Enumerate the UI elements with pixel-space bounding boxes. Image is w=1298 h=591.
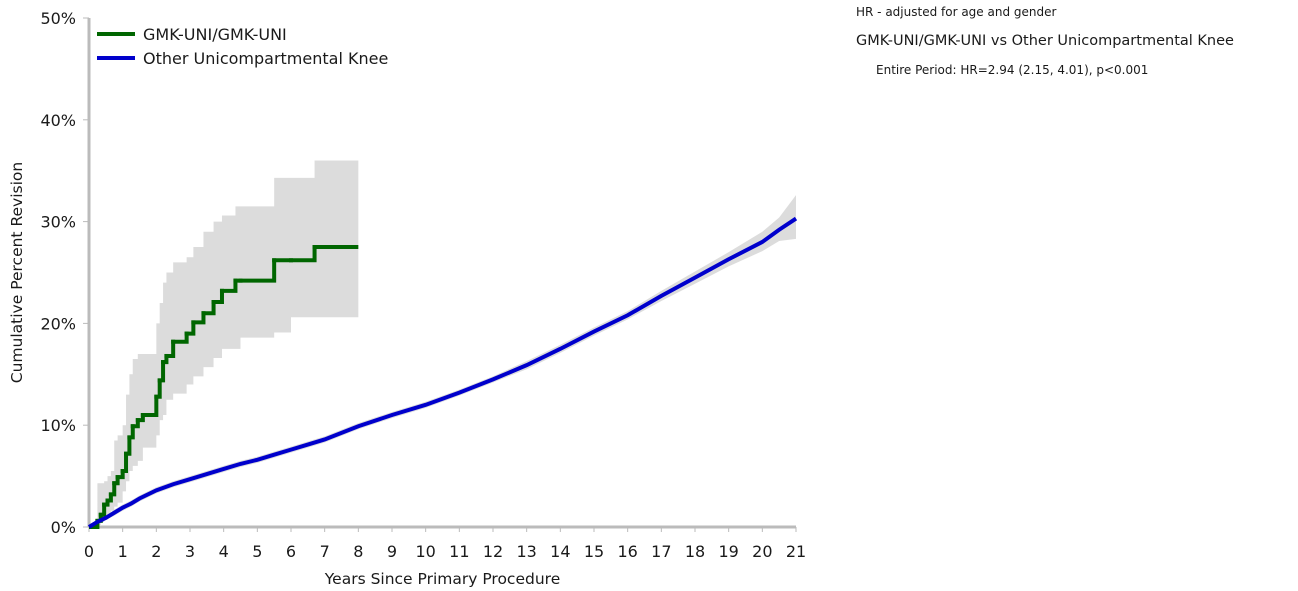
hr-panel: HR - adjusted for age and gender GMK-UNI… [856,0,1298,100]
ci-band-0 [89,160,359,527]
x-tick-label: 18 [685,542,705,561]
x-tick-label: 15 [584,542,604,561]
hr-comparison: GMK-UNI/GMK-UNI vs Other Unicompartmenta… [856,33,1234,49]
series-point-0 [135,418,140,423]
hr-period-entire: Entire Period: HR=2.94 (2.15, 4.01), p<0… [876,63,1149,77]
series-point-0 [102,502,107,507]
series-point-0 [238,278,243,283]
x-tick-label: 20 [752,542,772,561]
series-point-0 [108,492,113,497]
series-point-0 [191,320,196,325]
series-point-0 [164,353,169,358]
series-point-0 [201,311,206,316]
hr-note: HR - adjusted for age and gender [856,5,1057,19]
x-tick-label: 10 [415,542,435,561]
series-point-0 [312,245,317,250]
series-point-0 [211,300,216,305]
x-tick-label: 17 [651,542,671,561]
series-point-0 [233,278,238,283]
series-point-0 [171,339,176,344]
x-tick-label: 13 [516,542,536,561]
series-point-0 [124,451,129,456]
series-point-0 [219,288,224,293]
series-point-0 [127,435,132,440]
x-tick-label: 9 [387,542,397,561]
x-tick-label: 8 [353,542,363,561]
series-point-0 [112,481,117,486]
series-point-0 [161,360,166,365]
x-tick-label: 1 [118,542,128,561]
y-tick-label: 30% [40,213,76,232]
x-tick-label: 2 [151,542,161,561]
x-tick-label: 12 [483,542,503,561]
series-point-0 [130,424,135,429]
series-point-0 [289,258,293,263]
series-line-1 [87,216,798,529]
x-tick-label: 14 [550,542,570,561]
y-tick-label: 20% [40,314,76,333]
series-point-0 [115,475,120,480]
x-tick-label: 21 [786,542,806,561]
series-point-0 [157,378,162,383]
x-tick-label: 0 [84,542,94,561]
y-tick-label: 40% [40,111,76,130]
y-tick-label: 50% [40,9,76,28]
x-tick-label: 19 [718,542,738,561]
x-tick-label: 6 [286,542,296,561]
legend-label-0: GMK-UNI/GMK-UNI [143,25,287,44]
x-tick-label: 3 [185,542,195,561]
x-tick-label: 16 [617,542,637,561]
x-tick-label: 7 [320,542,330,561]
x-tick-label: 4 [219,542,229,561]
series-point-0 [184,331,189,336]
series-point-0 [272,258,277,263]
y-tick-label: 0% [51,518,76,537]
series-point-0 [154,394,159,399]
x-tick-label: 11 [449,542,469,561]
series-point-0 [140,413,145,418]
series-point-0 [98,512,103,517]
legend-label-1: Other Unicompartmental Knee [143,49,388,68]
x-axis-title: Years Since Primary Procedure [324,570,560,588]
y-axis-title: Cumulative Percent Revision [8,162,26,383]
series-point-0 [105,498,110,503]
y-tick-label: 10% [40,416,76,435]
series-point-0 [120,469,125,474]
x-tick-label: 5 [252,542,262,561]
